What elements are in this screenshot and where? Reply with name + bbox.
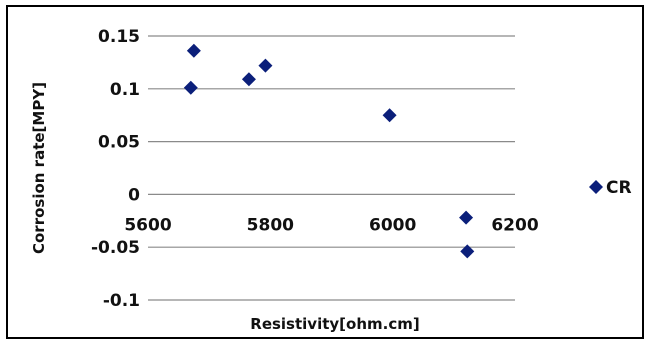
x-tick-labels: 5600 5800 6000 6200 bbox=[124, 215, 538, 235]
y-tick-label: 0 bbox=[128, 185, 140, 205]
y-tick-label: 0.05 bbox=[98, 133, 140, 153]
x-tick-label: 5600 bbox=[124, 215, 171, 235]
legend: CR bbox=[589, 178, 632, 198]
data-points bbox=[183, 43, 475, 259]
gridlines bbox=[148, 35, 515, 301]
data-point-2 bbox=[241, 72, 256, 87]
x-tick-label: 5800 bbox=[247, 215, 294, 235]
y-tick-label: -0.05 bbox=[91, 238, 140, 258]
data-point-3 bbox=[258, 58, 273, 73]
x-axis-title: Resistivity[ohm.cm] bbox=[250, 315, 419, 333]
y-tick-label: 0.15 bbox=[98, 27, 140, 47]
y-tick-labels: 0.15 0.1 0.05 0 -0.05 -0.1 bbox=[91, 27, 140, 311]
data-point-5 bbox=[459, 210, 474, 225]
y-tick-label: 0.1 bbox=[110, 80, 140, 100]
legend-marker-cr bbox=[589, 180, 603, 194]
y-axis-title: Corrosion rate[MPY] bbox=[30, 82, 48, 254]
data-point-6 bbox=[460, 244, 475, 259]
legend-label-cr: CR bbox=[606, 178, 632, 198]
x-tick-label: 6000 bbox=[369, 215, 416, 235]
y-tick-label: -0.1 bbox=[103, 291, 140, 311]
data-point-0 bbox=[186, 43, 201, 58]
data-point-1 bbox=[183, 80, 198, 95]
chart-frame bbox=[6, 5, 644, 339]
x-tick-label: 6200 bbox=[491, 215, 538, 235]
data-point-4 bbox=[382, 108, 397, 123]
